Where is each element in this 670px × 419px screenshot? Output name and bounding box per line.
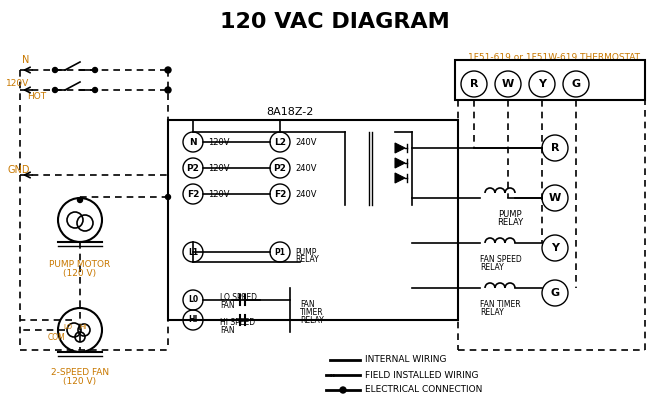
Text: R: R <box>551 143 559 153</box>
Text: Y: Y <box>538 79 546 89</box>
Text: FAN: FAN <box>300 300 315 309</box>
Text: L1: L1 <box>188 248 198 256</box>
Text: RELAY: RELAY <box>300 316 324 325</box>
Polygon shape <box>395 143 405 153</box>
Circle shape <box>92 67 98 72</box>
Text: 240V: 240V <box>295 137 316 147</box>
Text: 1F51-619 or 1F51W-619 THERMOSTAT: 1F51-619 or 1F51W-619 THERMOSTAT <box>468 53 640 62</box>
Text: 120V: 120V <box>208 137 230 147</box>
Text: COM: COM <box>48 333 65 341</box>
Text: PUMP: PUMP <box>498 210 522 219</box>
Text: FIELD INSTALLED WIRING: FIELD INSTALLED WIRING <box>365 370 478 380</box>
Text: LO: LO <box>64 324 72 330</box>
Text: INTERNAL WIRING: INTERNAL WIRING <box>365 355 446 365</box>
Text: F2: F2 <box>187 189 199 199</box>
Bar <box>168 120 458 320</box>
Circle shape <box>52 88 58 93</box>
Text: N: N <box>22 55 29 65</box>
Text: 120V: 120V <box>208 189 230 199</box>
Text: G: G <box>572 79 581 89</box>
Text: HI: HI <box>188 316 198 324</box>
Text: F2: F2 <box>274 189 286 199</box>
Text: (120 V): (120 V) <box>64 269 96 278</box>
Circle shape <box>165 67 171 73</box>
Text: 8A18Z-2: 8A18Z-2 <box>266 107 314 117</box>
Text: RELAY: RELAY <box>480 308 504 317</box>
Text: RELAY: RELAY <box>480 263 504 272</box>
Text: RELAY: RELAY <box>497 218 523 227</box>
Text: R: R <box>470 79 478 89</box>
Text: RELAY: RELAY <box>295 256 319 264</box>
Circle shape <box>165 87 171 93</box>
Text: GND: GND <box>8 165 31 175</box>
Circle shape <box>92 88 98 93</box>
Polygon shape <box>395 158 405 168</box>
Text: ELECTRICAL CONNECTION: ELECTRICAL CONNECTION <box>365 385 482 395</box>
Text: 120V: 120V <box>6 78 29 88</box>
Text: LO SPEED: LO SPEED <box>220 293 257 302</box>
Text: 240V: 240V <box>295 189 316 199</box>
Text: HI: HI <box>79 324 86 330</box>
Text: 120 VAC DIAGRAM: 120 VAC DIAGRAM <box>220 12 450 32</box>
Text: TIMER: TIMER <box>300 308 324 317</box>
Text: FAN SPEED: FAN SPEED <box>480 255 522 264</box>
Text: L0: L0 <box>188 295 198 305</box>
Text: Y: Y <box>551 243 559 253</box>
Text: P2: P2 <box>186 163 200 173</box>
Text: FAN: FAN <box>220 326 234 335</box>
Text: PUMP MOTOR: PUMP MOTOR <box>50 260 111 269</box>
Bar <box>455 60 645 100</box>
Text: HOT: HOT <box>27 91 46 101</box>
Text: FAN: FAN <box>220 301 234 310</box>
Text: W: W <box>502 79 514 89</box>
Text: 240V: 240V <box>295 163 316 173</box>
Text: FAN TIMER: FAN TIMER <box>480 300 521 309</box>
Polygon shape <box>395 173 405 183</box>
Text: (120 V): (120 V) <box>64 377 96 386</box>
Circle shape <box>340 387 346 393</box>
Circle shape <box>78 197 82 202</box>
Text: L2: L2 <box>274 137 286 147</box>
Text: P1: P1 <box>275 248 285 256</box>
Text: G: G <box>551 288 559 298</box>
Text: 2-SPEED FAN: 2-SPEED FAN <box>51 368 109 377</box>
Text: 120V: 120V <box>208 163 230 173</box>
Text: PUMP: PUMP <box>295 248 316 256</box>
Circle shape <box>52 67 58 72</box>
Circle shape <box>165 194 170 199</box>
Text: P2: P2 <box>273 163 287 173</box>
Text: N: N <box>189 137 197 147</box>
Text: HI SPEED: HI SPEED <box>220 318 255 327</box>
Text: W: W <box>549 193 561 203</box>
